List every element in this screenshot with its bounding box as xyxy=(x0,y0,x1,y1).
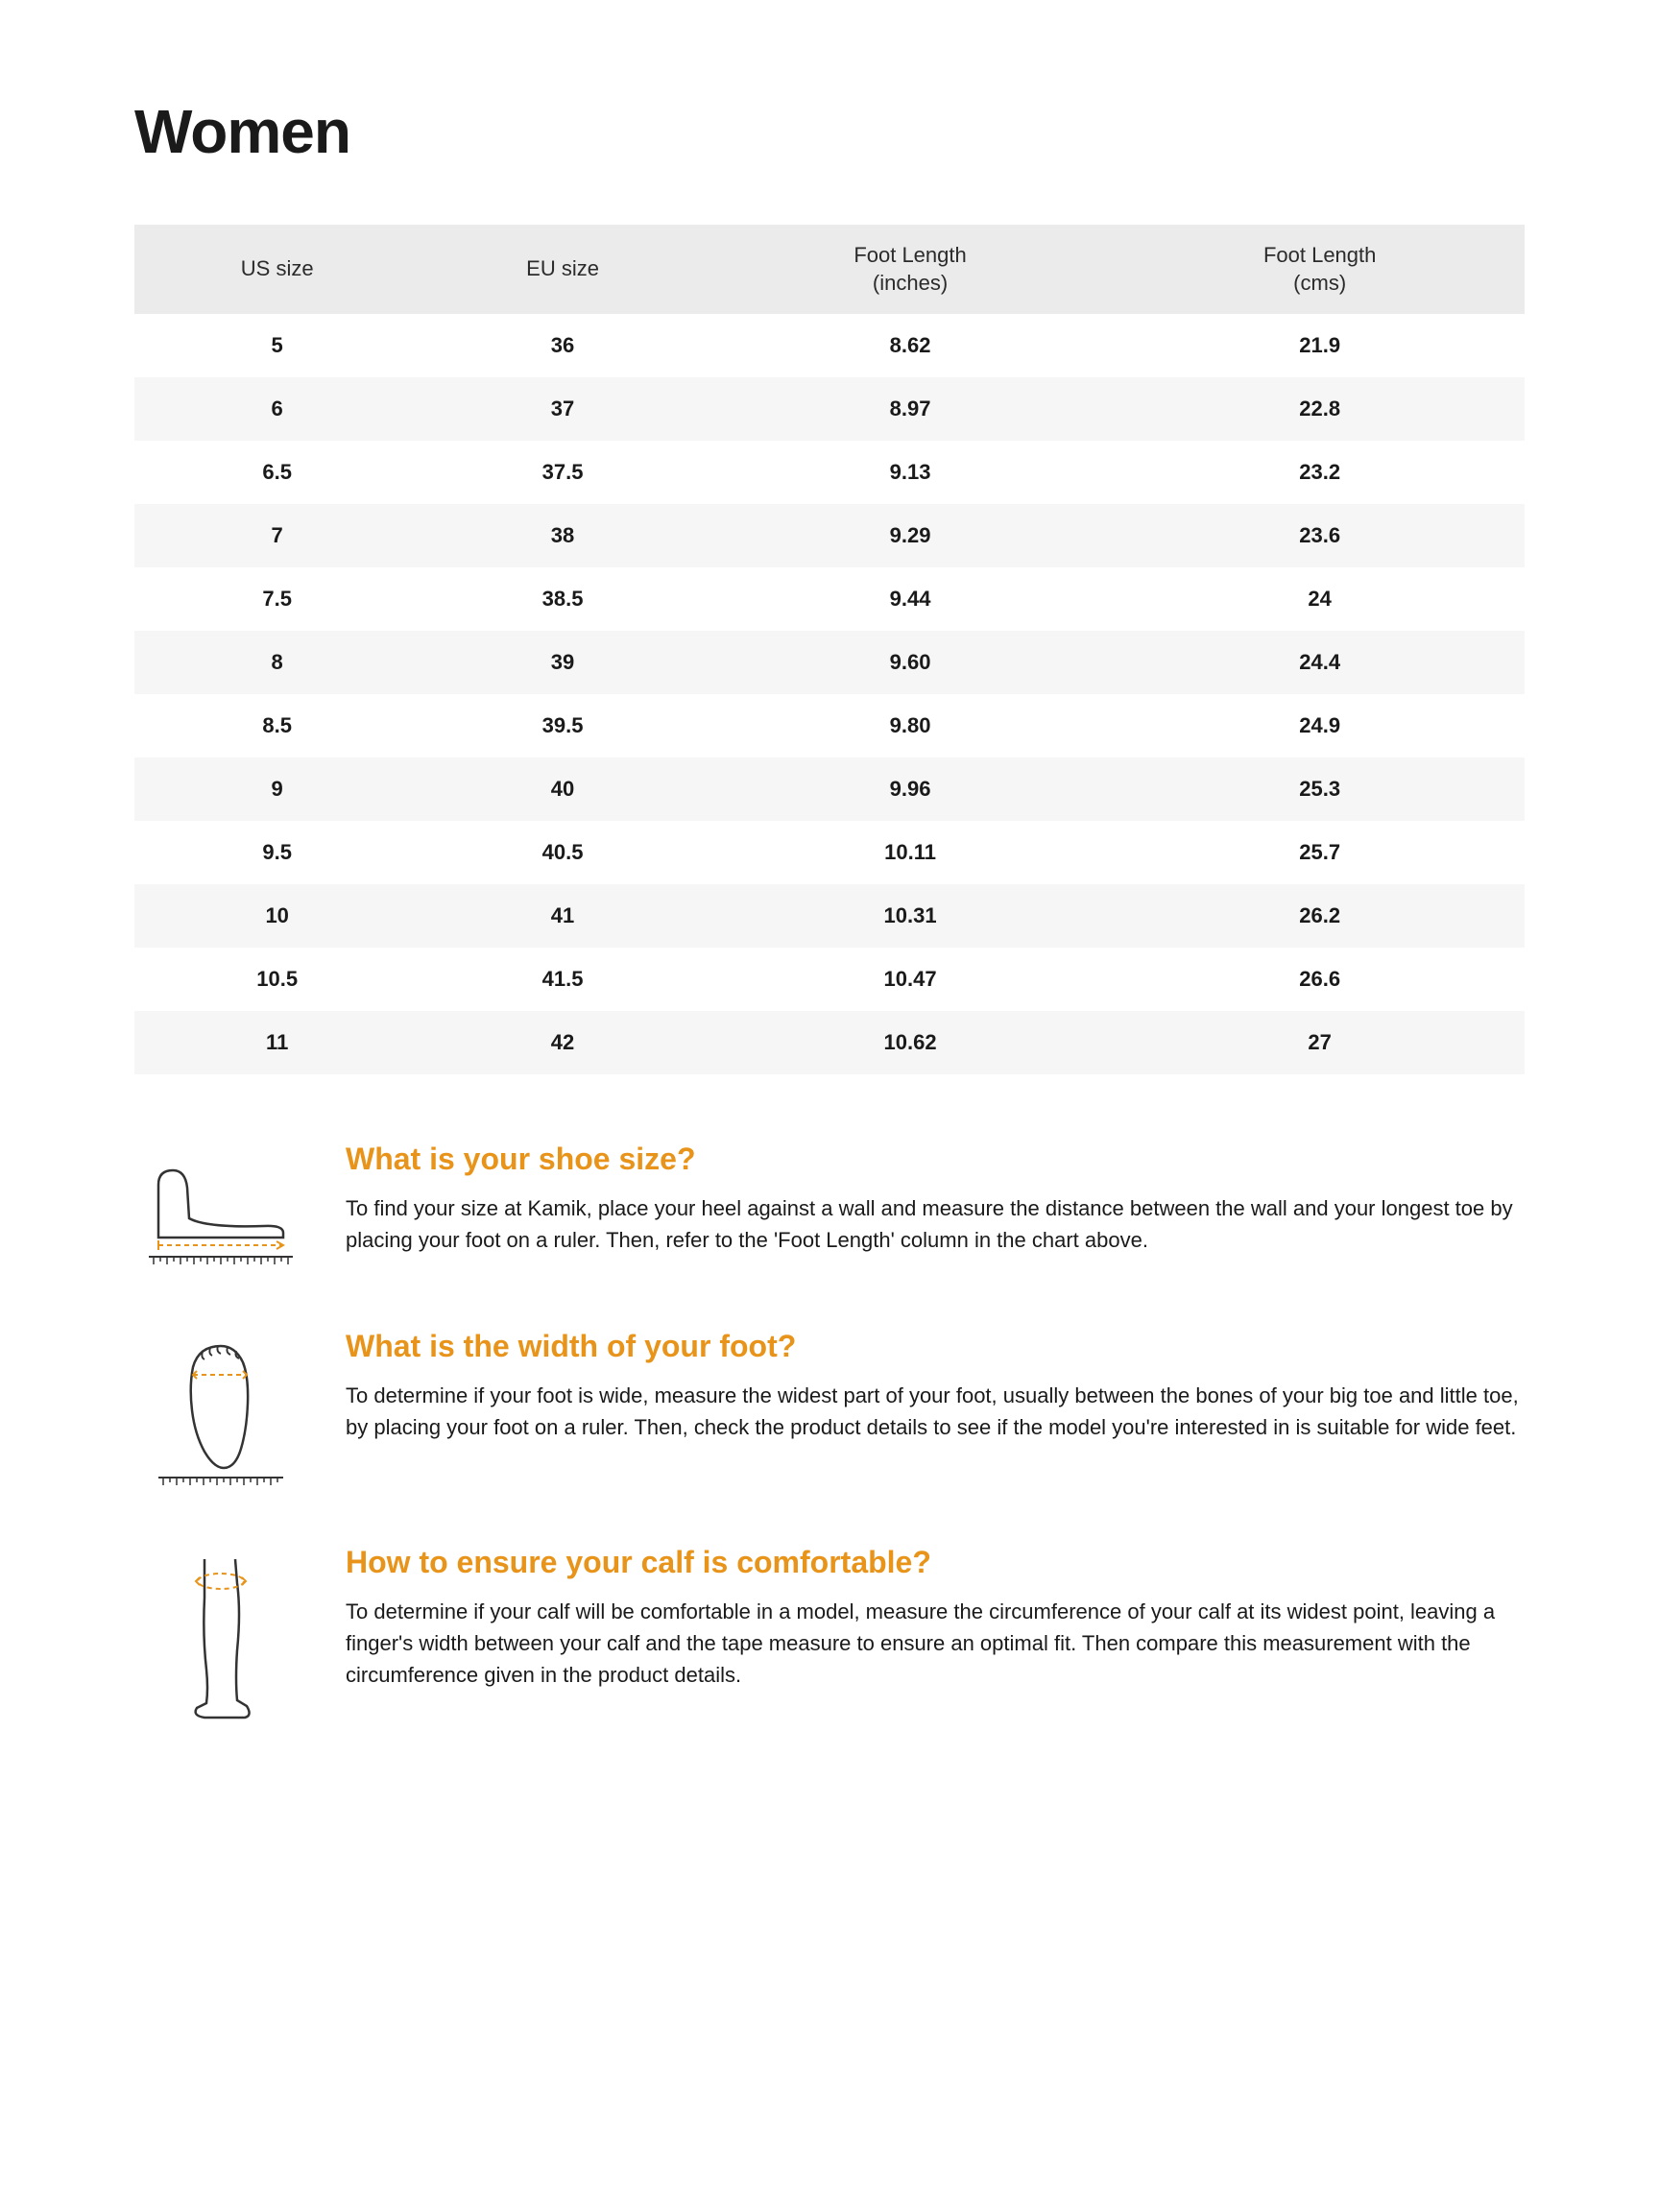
foot-width-section: What is the width of your foot? To deter… xyxy=(134,1329,1525,1492)
table-row: 6378.9722.8 xyxy=(134,377,1525,441)
table-cell: 38 xyxy=(420,504,705,567)
foot-side-ruler-icon xyxy=(134,1142,307,1276)
table-cell: 10.31 xyxy=(706,884,1116,948)
table-cell: 21.9 xyxy=(1115,314,1525,377)
table-cell: 9.5 xyxy=(134,821,420,884)
table-row: 8.539.59.8024.9 xyxy=(134,694,1525,757)
table-cell: 37.5 xyxy=(420,441,705,504)
table-cell: 24.4 xyxy=(1115,631,1525,694)
table-cell: 9.29 xyxy=(706,504,1116,567)
table-cell: 10.62 xyxy=(706,1011,1116,1074)
table-row: 114210.6227 xyxy=(134,1011,1525,1074)
table-cell: 6.5 xyxy=(134,441,420,504)
table-row: 9.540.510.1125.7 xyxy=(134,821,1525,884)
foot-width-body: To determine if your foot is wide, measu… xyxy=(346,1380,1525,1443)
table-cell: 40.5 xyxy=(420,821,705,884)
table-cell: 10.47 xyxy=(706,948,1116,1011)
table-cell: 39.5 xyxy=(420,694,705,757)
table-cell: 8 xyxy=(134,631,420,694)
calf-body: To determine if your calf will be comfor… xyxy=(346,1596,1525,1691)
table-cell: 10.11 xyxy=(706,821,1116,884)
table-row: 104110.3126.2 xyxy=(134,884,1525,948)
table-cell: 25.7 xyxy=(1115,821,1525,884)
table-cell: 6 xyxy=(134,377,420,441)
col-us-size: US size xyxy=(134,225,420,314)
table-cell: 39 xyxy=(420,631,705,694)
table-cell: 25.3 xyxy=(1115,757,1525,821)
table-cell: 22.8 xyxy=(1115,377,1525,441)
calf-heading: How to ensure your calf is comfortable? xyxy=(346,1545,1525,1580)
table-cell: 38.5 xyxy=(420,567,705,631)
foot-sole-ruler-icon xyxy=(134,1329,307,1492)
table-row: 6.537.59.1323.2 xyxy=(134,441,1525,504)
table-cell: 42 xyxy=(420,1011,705,1074)
table-row: 9409.9625.3 xyxy=(134,757,1525,821)
table-cell: 23.2 xyxy=(1115,441,1525,504)
col-foot-cms: Foot Length(cms) xyxy=(1115,225,1525,314)
table-header-row: US size EU size Foot Length(inches) Foot… xyxy=(134,225,1525,314)
table-cell: 26.2 xyxy=(1115,884,1525,948)
table-cell: 41.5 xyxy=(420,948,705,1011)
col-eu-size: EU size xyxy=(420,225,705,314)
table-row: 10.541.510.4726.6 xyxy=(134,948,1525,1011)
table-cell: 5 xyxy=(134,314,420,377)
table-cell: 11 xyxy=(134,1011,420,1074)
table-cell: 7 xyxy=(134,504,420,567)
table-cell: 8.62 xyxy=(706,314,1116,377)
table-cell: 9.13 xyxy=(706,441,1116,504)
table-cell: 24 xyxy=(1115,567,1525,631)
calf-section: How to ensure your calf is comfortable? … xyxy=(134,1545,1525,1727)
table-cell: 9.96 xyxy=(706,757,1116,821)
table-cell: 26.6 xyxy=(1115,948,1525,1011)
table-cell: 27 xyxy=(1115,1011,1525,1074)
table-cell: 9 xyxy=(134,757,420,821)
calf-measure-icon xyxy=(134,1545,307,1727)
table-cell: 23.6 xyxy=(1115,504,1525,567)
table-row: 8399.6024.4 xyxy=(134,631,1525,694)
foot-width-heading: What is the width of your foot? xyxy=(346,1329,1525,1364)
table-row: 7389.2923.6 xyxy=(134,504,1525,567)
table-row: 7.538.59.4424 xyxy=(134,567,1525,631)
table-cell: 40 xyxy=(420,757,705,821)
table-cell: 36 xyxy=(420,314,705,377)
table-cell: 9.44 xyxy=(706,567,1116,631)
table-cell: 41 xyxy=(420,884,705,948)
table-cell: 24.9 xyxy=(1115,694,1525,757)
size-chart-table: US size EU size Foot Length(inches) Foot… xyxy=(134,225,1525,1074)
table-cell: 9.80 xyxy=(706,694,1116,757)
shoe-size-heading: What is your shoe size? xyxy=(346,1142,1525,1177)
table-cell: 10.5 xyxy=(134,948,420,1011)
table-row: 5368.6221.9 xyxy=(134,314,1525,377)
table-cell: 8.97 xyxy=(706,377,1116,441)
col-foot-inches: Foot Length(inches) xyxy=(706,225,1116,314)
shoe-size-body: To find your size at Kamik, place your h… xyxy=(346,1192,1525,1256)
shoe-size-section: What is your shoe size? To find your siz… xyxy=(134,1142,1525,1276)
page-title: Women xyxy=(134,96,1525,167)
table-cell: 10 xyxy=(134,884,420,948)
table-cell: 7.5 xyxy=(134,567,420,631)
table-cell: 8.5 xyxy=(134,694,420,757)
table-cell: 37 xyxy=(420,377,705,441)
table-cell: 9.60 xyxy=(706,631,1116,694)
